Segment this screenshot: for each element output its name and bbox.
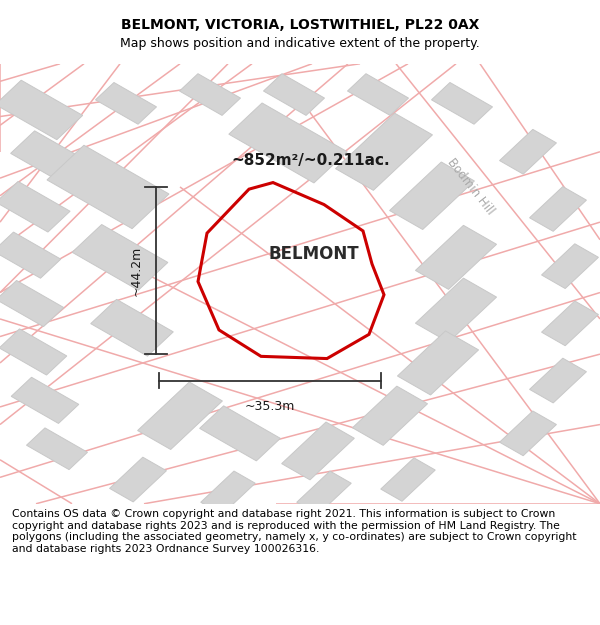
Text: ~44.2m: ~44.2m — [130, 246, 143, 296]
Polygon shape — [381, 458, 435, 501]
Polygon shape — [415, 278, 497, 342]
Polygon shape — [530, 187, 586, 231]
Polygon shape — [0, 181, 70, 232]
Text: ~35.3m: ~35.3m — [245, 401, 295, 413]
Polygon shape — [500, 129, 556, 174]
Polygon shape — [347, 74, 409, 116]
Polygon shape — [397, 331, 479, 395]
Text: Map shows position and indicative extent of the property.: Map shows position and indicative extent… — [120, 37, 480, 50]
Polygon shape — [530, 358, 586, 403]
Polygon shape — [26, 428, 88, 469]
Polygon shape — [11, 378, 79, 423]
Polygon shape — [201, 471, 255, 514]
Polygon shape — [72, 224, 168, 290]
Polygon shape — [0, 281, 64, 327]
Polygon shape — [0, 232, 61, 278]
Text: BELMONT, VICTORIA, LOSTWITHIEL, PL22 0AX: BELMONT, VICTORIA, LOSTWITHIEL, PL22 0AX — [121, 18, 479, 32]
Polygon shape — [137, 382, 223, 449]
Polygon shape — [281, 422, 355, 480]
Text: Contains OS data © Crown copyright and database right 2021. This information is : Contains OS data © Crown copyright and d… — [12, 509, 577, 554]
Polygon shape — [0, 80, 83, 140]
Polygon shape — [0, 329, 67, 375]
Polygon shape — [95, 82, 157, 124]
Text: BELMONT: BELMONT — [268, 245, 359, 263]
Polygon shape — [542, 244, 598, 289]
Polygon shape — [500, 411, 556, 456]
Polygon shape — [415, 226, 497, 289]
Polygon shape — [110, 457, 166, 502]
Text: ~852m²/~0.211ac.: ~852m²/~0.211ac. — [231, 153, 389, 168]
Polygon shape — [200, 406, 280, 461]
Polygon shape — [229, 103, 347, 183]
Polygon shape — [91, 299, 173, 356]
Text: Bodmin Hill: Bodmin Hill — [445, 156, 497, 218]
Polygon shape — [263, 74, 325, 116]
Polygon shape — [389, 162, 475, 229]
Polygon shape — [179, 74, 241, 116]
Polygon shape — [542, 301, 598, 346]
Polygon shape — [335, 113, 433, 191]
Polygon shape — [47, 145, 169, 229]
Polygon shape — [11, 131, 91, 186]
Polygon shape — [297, 471, 351, 514]
Polygon shape — [352, 386, 428, 446]
Polygon shape — [431, 82, 493, 124]
